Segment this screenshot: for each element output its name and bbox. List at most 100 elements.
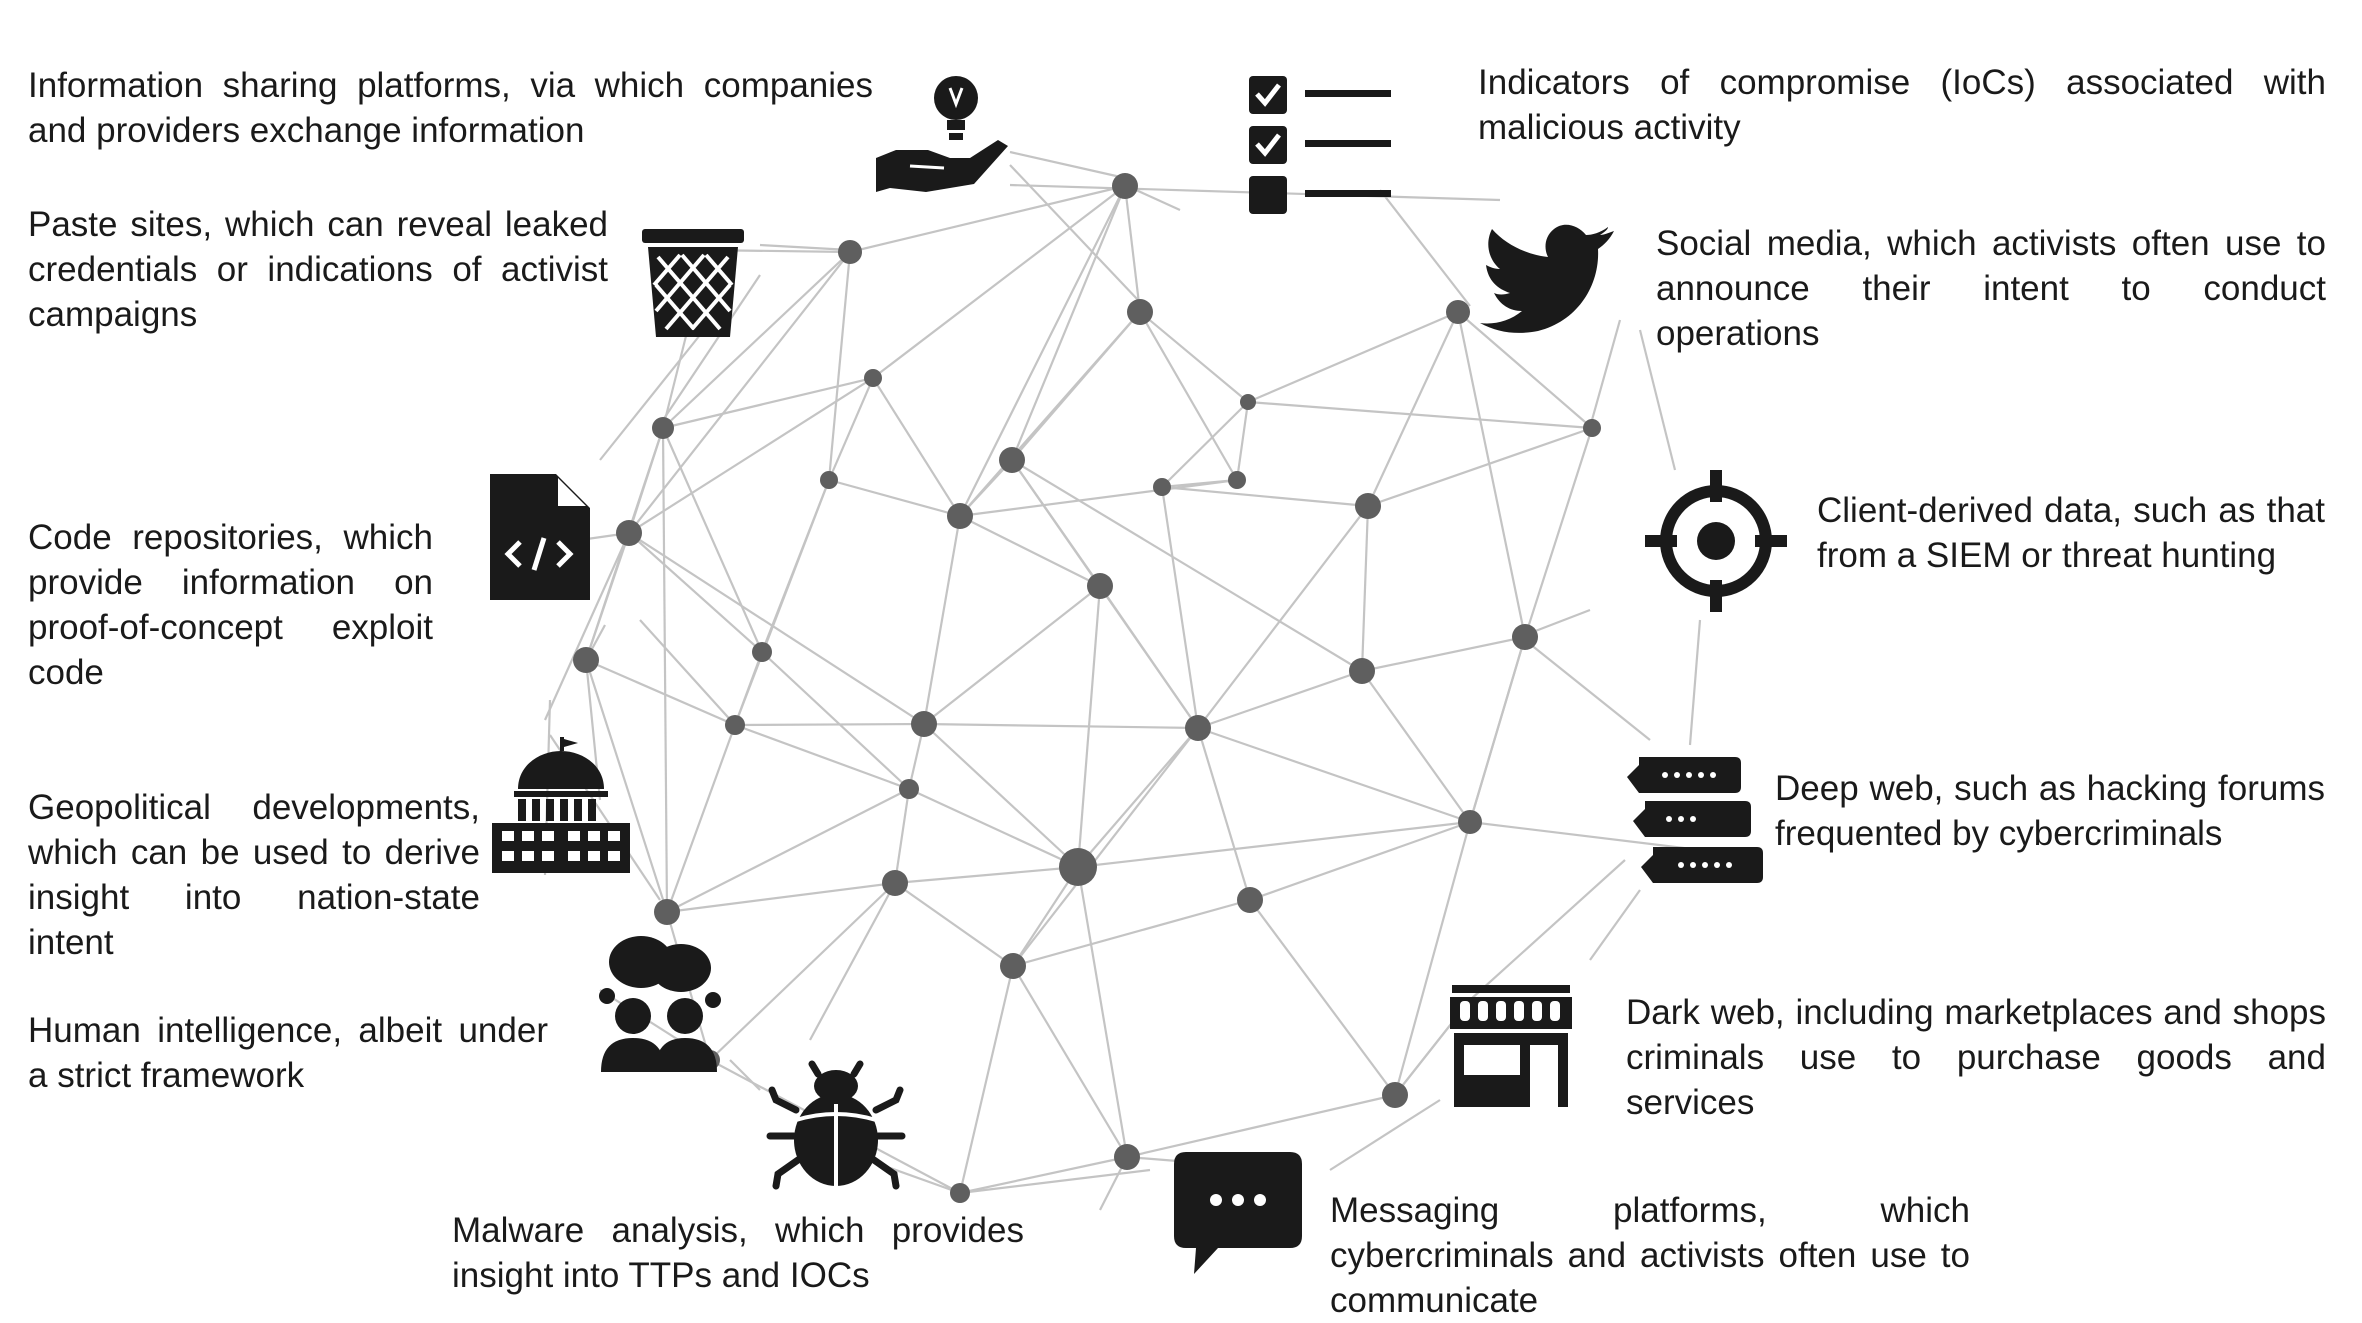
graph-node	[1087, 573, 1113, 599]
graph-edge	[1099, 585, 1199, 729]
graph-edge	[662, 274, 761, 421]
graph-node	[616, 520, 642, 546]
graph-node	[950, 1183, 970, 1203]
graph-edge	[734, 723, 910, 791]
graph-node	[1127, 299, 1153, 325]
label-geopolitical: Geopolitical developments, which can be …	[28, 788, 480, 962]
graph-edge	[923, 723, 1079, 868]
graph-edge	[734, 722, 925, 727]
graph-node	[573, 647, 599, 673]
graph-edge	[729, 1059, 761, 1091]
graph-edge	[1523, 427, 1594, 638]
graph-edge	[1139, 311, 1249, 403]
graph-edge	[1360, 505, 1370, 672]
graph-edge	[543, 532, 631, 721]
crosshair-icon	[1645, 470, 1787, 612]
graph-edge	[1011, 311, 1141, 461]
graph-edge	[585, 658, 736, 727]
graph-edge	[1249, 899, 1396, 1096]
graph-edge	[1688, 619, 1702, 746]
graph-edge	[872, 185, 1126, 379]
graph-edge	[584, 532, 631, 661]
graph-edge	[1077, 820, 1471, 869]
graph-edge	[1590, 319, 1622, 421]
graph-edge	[1249, 820, 1471, 902]
checklist-icon	[1245, 70, 1395, 215]
label-information-sharing: Information sharing platforms, via which…	[28, 66, 873, 150]
label-paste-sites: Paste sites, which can reveal leaked cre…	[28, 205, 608, 334]
graph-edge	[849, 184, 1126, 254]
wastebasket-icon	[638, 225, 748, 340]
graph-node	[820, 471, 838, 489]
graph-edge	[759, 243, 851, 252]
graph-edge	[1456, 311, 1527, 638]
graph-edge	[959, 478, 1238, 518]
hand-lightbulb-icon	[870, 58, 1010, 196]
graph-edge	[1197, 505, 1369, 729]
graph-edge	[894, 882, 1014, 967]
graph-edge	[1077, 727, 1199, 868]
graph-node	[899, 779, 919, 799]
graph-edge	[662, 251, 851, 429]
graph-edge	[1012, 965, 1128, 1158]
graph-edge	[1468, 636, 1527, 823]
label-indicators-of-compromise: Indicators of compromise (IoCs) associat…	[1478, 63, 2326, 147]
graph-node	[1446, 300, 1470, 324]
graph-edge	[661, 427, 764, 653]
graph-edge	[1638, 329, 1677, 471]
graph-node	[1458, 810, 1482, 834]
graph-edge	[1196, 727, 1252, 901]
graph-edge	[628, 532, 925, 725]
graph-edge	[1012, 898, 1251, 968]
graph-edge	[1160, 486, 1200, 729]
graph-edge	[827, 377, 875, 481]
graph-node	[1153, 478, 1171, 496]
graph-edge	[666, 881, 896, 914]
graph-node	[999, 447, 1025, 473]
graph-nodes	[573, 173, 1601, 1203]
graph-edge	[1123, 185, 1142, 313]
graph-edge	[1457, 311, 1593, 429]
graph-edge	[733, 651, 764, 726]
storefront-icon	[1448, 983, 1574, 1108]
graph-node	[654, 899, 680, 925]
graph-edge	[661, 427, 669, 913]
graph-node	[1240, 394, 1256, 410]
graph-node	[752, 642, 772, 662]
graph-node	[911, 711, 937, 737]
chat-bubble-icon	[1172, 1150, 1304, 1278]
graph-edge	[1161, 401, 1249, 488]
graph-node	[882, 870, 908, 896]
graph-node	[1355, 493, 1381, 519]
graph-edge	[1361, 670, 1471, 823]
label-code-repositories: Code repositories, which provide informa…	[28, 518, 433, 692]
label-social-media: Social media, which activists often use …	[1656, 224, 2326, 353]
graph-edge	[1524, 639, 1651, 741]
graph-edge	[893, 788, 911, 884]
graph-edge	[1012, 727, 1199, 967]
graph-edge	[1235, 401, 1250, 481]
graph-node	[1237, 887, 1263, 913]
graph-edge	[709, 882, 896, 1061]
label-deep-web: Deep web, such as hacking forums frequen…	[1775, 769, 2325, 853]
graph-node	[838, 240, 862, 264]
people-talking-icon	[593, 932, 728, 1072]
graph-edge	[923, 722, 1199, 730]
graph-edge	[923, 585, 1101, 725]
graph-node	[864, 369, 882, 387]
label-dark-web: Dark web, including marketplaces and sho…	[1626, 993, 2326, 1122]
graph-edge	[1161, 485, 1369, 508]
graph-edge	[1009, 164, 1139, 301]
bug-icon	[766, 1060, 906, 1190]
graph-edge	[1009, 150, 1126, 180]
graph-edge	[599, 334, 701, 461]
bird-icon	[1478, 215, 1618, 335]
graph-edge	[958, 965, 1015, 1194]
graph-edge	[1329, 1099, 1441, 1171]
graph-node	[947, 503, 973, 529]
label-human-intelligence: Human intelligence, albeit under a stric…	[28, 1011, 548, 1095]
graph-edge	[809, 882, 896, 1041]
graph-edge	[1126, 1093, 1396, 1159]
graph-edge	[1247, 310, 1459, 404]
